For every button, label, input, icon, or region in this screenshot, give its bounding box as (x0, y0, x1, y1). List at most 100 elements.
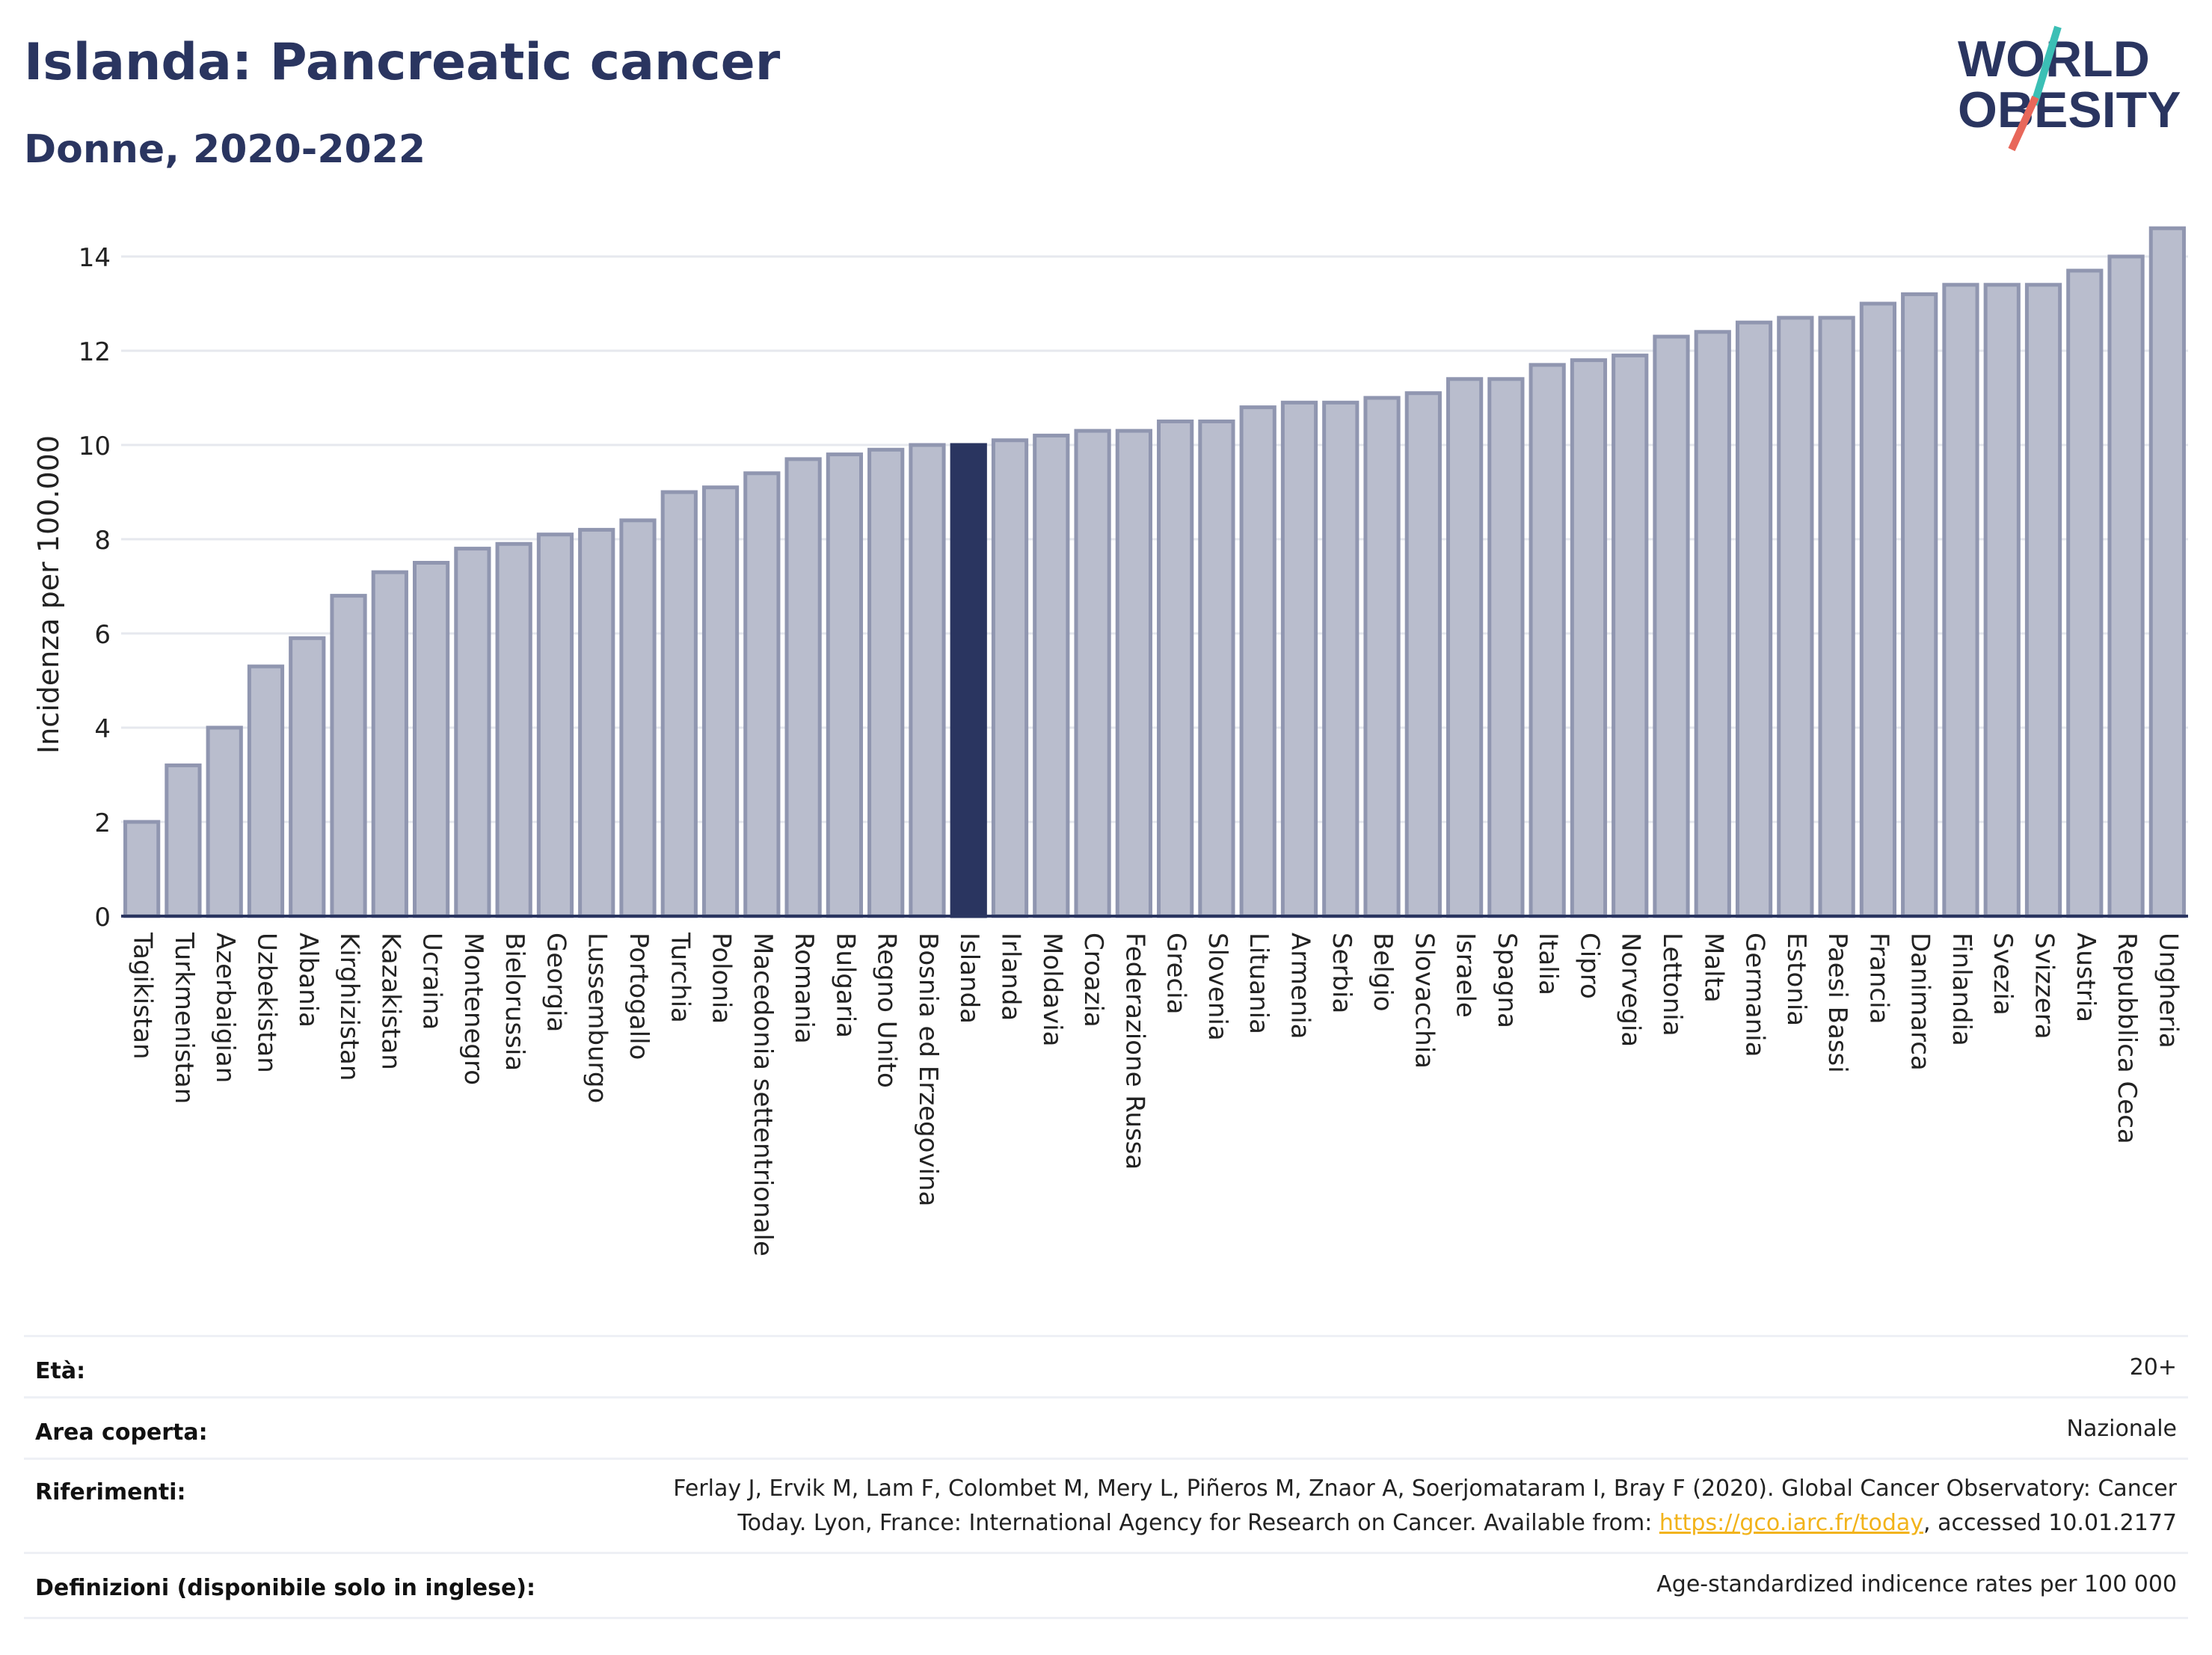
bar-romania (784, 457, 822, 918)
x-tick-label: Moldavia (1037, 933, 1067, 1046)
x-tick-label: Bulgaria (830, 933, 860, 1038)
x-tick-label: Tagikistan (128, 932, 158, 1060)
x-tick-label: Lettonia (1657, 933, 1687, 1037)
x-tick-label: Albania (293, 933, 323, 1028)
reference-line-1: Ferlay J, Ervik M, Lam F, Colombet M, Me… (673, 1476, 2177, 1502)
reference-line-2-prefix: Today. Lyon, France: International Agenc… (737, 1510, 1659, 1536)
x-tick-label: Svezia (1988, 933, 2018, 1016)
x-tick-label: Austria (2071, 933, 2101, 1022)
reference-line-2-suffix: , accessed 10.01.2177 (1923, 1510, 2177, 1536)
bar-regno-unito (867, 447, 905, 918)
bar-uzbekistan (247, 664, 285, 918)
x-tick-label: Portogallo (624, 933, 654, 1060)
bar-ucraina (412, 561, 450, 918)
y-tick-label: 4 (94, 714, 111, 744)
bar-belgio (1363, 396, 1401, 918)
x-tick-label: Regno Unito (872, 933, 902, 1088)
bar-bulgaria (826, 452, 864, 918)
x-tick-label: Slovacchia (1409, 933, 1439, 1069)
x-tick-label: Danimarca (1905, 933, 1935, 1071)
bar-polonia (701, 485, 740, 918)
meta-value-riferimenti: Ferlay J, Ervik M, Lam F, Colombet M, Me… (673, 1472, 2177, 1541)
x-tick-label: Cipro (1574, 933, 1604, 999)
bar-paesi-bassi (1818, 316, 1855, 918)
x-tick-label: Ucraina (417, 933, 447, 1030)
x-tick-label: Islanda (954, 933, 984, 1024)
x-tick-label: Ungheria (2153, 933, 2183, 1048)
bar-bosnia-ed-erzegovina (909, 443, 946, 918)
bar-lussemburgo (578, 527, 615, 918)
bar-repubblica-ceca (2107, 254, 2145, 918)
y-tick-label: 12 (79, 337, 111, 367)
bar-malta (1694, 330, 1731, 918)
bar-macedonia-settentrionale (743, 471, 781, 918)
bar-kirghizistan (330, 594, 367, 918)
x-tick-label: Irlanda (996, 933, 1026, 1021)
x-tick-label: Germania (1740, 933, 1770, 1057)
bar-estonia (1777, 316, 1814, 918)
bar-italia (1529, 363, 1566, 918)
meta-row-eta: Età: 20+ (24, 1335, 2188, 1398)
x-tick-label: Lituania (1244, 933, 1274, 1034)
bar-moldavia (1033, 433, 1070, 918)
bar-danimarca (1901, 292, 1938, 918)
bar-federazione-russa (1115, 429, 1152, 918)
x-tick-label: Italia (1533, 933, 1563, 995)
x-tick-label: Polonia (707, 933, 737, 1024)
x-tick-label: Turchia (665, 932, 695, 1023)
x-tick-label: Federazione Russa (1119, 933, 1149, 1170)
logo-text-obesity: OBESITY (1958, 82, 2181, 138)
meta-label-definizioni: Definizioni (disponibile solo in inglese… (35, 1575, 535, 1601)
meta-row-definizioni: Definizioni (disponibile solo in inglese… (24, 1552, 2188, 1619)
bar-lettonia (1653, 334, 1690, 918)
bar-serbia (1322, 400, 1360, 918)
bar-chart: 0 2 4 6 8 10 12 14 Tagikistan Turkmenistan Azerbai… (32, 226, 2188, 1256)
meta-row-area: Area coperta: Nazionale (24, 1396, 2188, 1460)
bar-austria (2066, 268, 2104, 918)
bar-svezia (1983, 283, 2021, 918)
x-tick-label: Uzbekistan (251, 933, 281, 1073)
x-tick-label: Grecia (1161, 933, 1191, 1014)
reference-line-2: Today. Lyon, France: International Agenc… (673, 1506, 2177, 1541)
meta-value-eta: 20+ (2129, 1354, 2177, 1381)
y-tick-label: 2 (94, 808, 111, 838)
x-tick-label: Azerbaigian (210, 933, 240, 1083)
y-axis-label: Incidenza per 100.000 (32, 435, 65, 754)
bar-azerbaigian (206, 725, 243, 918)
meta-label-riferimenti: Riferimenti: (35, 1479, 186, 1505)
x-tick-label: Belgio (1368, 933, 1398, 1012)
bar-slovenia (1198, 420, 1235, 918)
bar-slovacchia (1404, 391, 1442, 918)
bar-svizzera (2024, 283, 2062, 918)
meta-value-definizioni: Age-standardized indicence rates per 100… (1656, 1571, 2177, 1597)
x-tick-label: Georgia (541, 933, 571, 1032)
logo-slash-red (2008, 95, 2039, 152)
x-tick-label: Lussemburgo (583, 933, 612, 1103)
x-tick-label: Spagna (1492, 933, 1522, 1028)
x-tick-label: Francia (1864, 933, 1893, 1024)
x-tick-label: Macedonia settentrionale (748, 933, 778, 1256)
bar-portogallo (619, 518, 657, 918)
x-tick-label: Svizzera (2030, 933, 2059, 1040)
meta-row-riferimenti: Riferimenti: Ferlay J, Ervik M, Lam F, C… (24, 1458, 2188, 1554)
meta-label-eta: Età: (35, 1358, 86, 1384)
bar-grecia (1157, 420, 1194, 918)
bar-armenia (1280, 400, 1318, 918)
x-tick-label: Finlandia (1947, 933, 1976, 1046)
world-obesity-logo: WORLD OBESITY (1958, 25, 2181, 152)
x-tick-label: Croazia (1078, 933, 1108, 1028)
x-tick-label: Turkmenistan (169, 932, 199, 1104)
bar-spagna (1487, 377, 1525, 918)
x-tick-label: Kazakistan (375, 933, 405, 1070)
reference-link[interactable]: https://gco.iarc.fr/today (1659, 1510, 1924, 1536)
bar-croazia (1074, 429, 1111, 918)
chart-title: Islanda: Pancreatic cancer (24, 33, 781, 92)
logo-slash-teal (2030, 25, 2062, 106)
bar-montenegro (454, 547, 491, 918)
bar-bielorussia (495, 541, 532, 918)
y-tick-label: 8 (94, 526, 111, 556)
y-tick-label: 14 (79, 243, 111, 273)
bar-lituania (1239, 405, 1276, 918)
bar-ungheria (2148, 226, 2186, 918)
x-tick-label: Repubblica Ceca (2112, 933, 2142, 1144)
